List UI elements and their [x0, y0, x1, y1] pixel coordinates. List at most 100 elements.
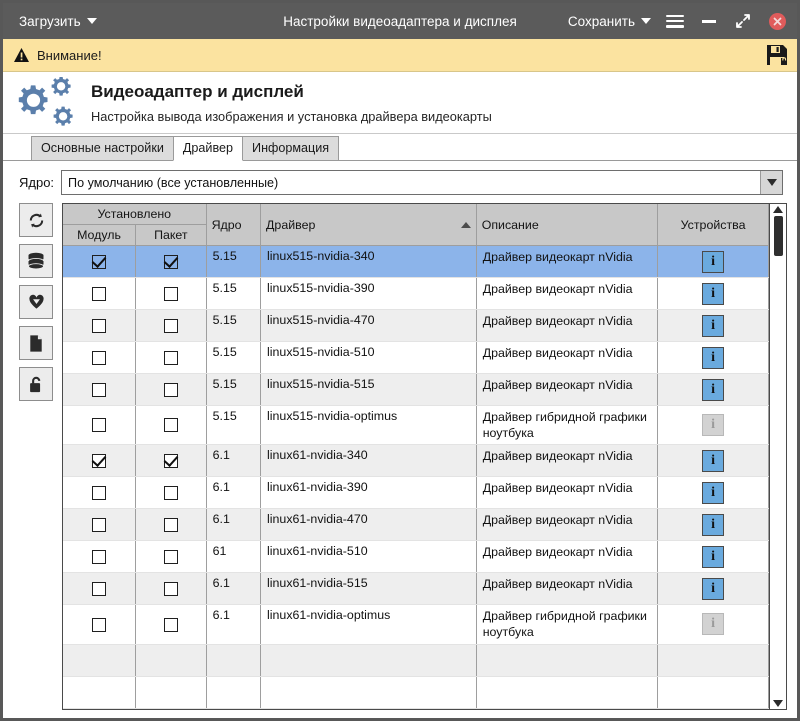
checkbox-unchecked[interactable] — [163, 617, 178, 632]
cell-module[interactable] — [63, 245, 137, 278]
cell-devices[interactable]: i — [657, 476, 769, 510]
checkbox-unchecked[interactable] — [92, 486, 107, 501]
tab-driver[interactable]: Драйвер — [172, 136, 244, 161]
table-row[interactable]: 61 linux61-nvidia-510 Драйвер видеокарт nV… — [63, 540, 769, 574]
checkbox-unchecked[interactable] — [92, 286, 107, 301]
table-row[interactable]: 6.1 linux61-nvidia-515 Драйвер видеокарт n… — [63, 572, 769, 606]
minimize-button[interactable] — [699, 11, 719, 31]
cell-package[interactable] — [135, 540, 207, 574]
tab-information[interactable]: Информация — [242, 136, 340, 161]
table-row[interactable]: 5.15 linux515-nvidia-optimus Драйвер гибри… — [63, 405, 769, 446]
checkbox-unchecked[interactable] — [92, 382, 107, 397]
cell-module[interactable] — [63, 604, 137, 645]
maximize-button[interactable] — [733, 11, 753, 31]
cell-module[interactable] — [63, 405, 137, 446]
scroll-down-arrow-icon[interactable] — [773, 700, 783, 707]
table-row-empty[interactable] — [63, 644, 769, 677]
checkbox-unchecked[interactable] — [163, 318, 178, 333]
checkbox-unchecked[interactable] — [92, 582, 107, 597]
column-header-devices[interactable]: Устройства — [657, 204, 769, 246]
refresh-button[interactable] — [19, 203, 53, 237]
floppy-save-locked-icon[interactable] — [765, 43, 789, 67]
checkbox-unchecked[interactable] — [163, 518, 178, 533]
save-menu-button[interactable]: Сохранить — [568, 14, 651, 29]
cell-devices[interactable]: i — [657, 540, 769, 574]
scroll-thumb[interactable] — [773, 216, 783, 256]
column-header-module[interactable]: Модуль — [63, 224, 137, 246]
cell-devices[interactable]: i — [657, 245, 769, 278]
close-button[interactable] — [767, 11, 787, 31]
checkbox-checked[interactable] — [92, 254, 107, 269]
cell-package[interactable] — [135, 245, 207, 278]
cell-package[interactable] — [135, 508, 207, 542]
table-row[interactable]: 5.15 linux515-nvidia-470 Драйвер видеокарт… — [63, 309, 769, 342]
cell-devices[interactable]: i — [657, 508, 769, 542]
checkbox-unchecked[interactable] — [163, 286, 178, 301]
kernel-select[interactable]: По умолчанию (все установленные) — [61, 170, 783, 195]
cell-package[interactable] — [135, 341, 207, 374]
checkbox-unchecked[interactable] — [163, 350, 178, 365]
checkbox-checked[interactable] — [163, 454, 178, 469]
checkbox-unchecked[interactable] — [92, 350, 107, 365]
cell-package[interactable] — [135, 277, 207, 310]
table-row[interactable]: 5.15 linux515-nvidia-515 Драйвер видеокарт… — [63, 373, 769, 406]
checkbox-unchecked[interactable] — [163, 486, 178, 501]
device-info-button[interactable]: i — [702, 378, 725, 401]
table-row-empty[interactable] — [63, 708, 769, 709]
cell-devices[interactable]: i — [657, 604, 769, 645]
cell-devices[interactable]: i — [657, 572, 769, 606]
cell-devices[interactable]: i — [657, 309, 769, 342]
device-info-button[interactable]: i — [702, 449, 725, 472]
device-info-button[interactable]: i — [702, 545, 725, 568]
cell-package[interactable] — [135, 309, 207, 342]
checkbox-unchecked[interactable] — [163, 582, 178, 597]
table-row[interactable]: 6.1 linux61-nvidia-470 Драйвер видеокарт n… — [63, 508, 769, 542]
device-info-button[interactable]: i — [702, 282, 725, 305]
column-header-kernel[interactable]: Ядро — [206, 204, 262, 246]
cell-devices[interactable]: i — [657, 341, 769, 374]
cell-package[interactable] — [135, 444, 207, 478]
install-button[interactable] — [19, 285, 53, 319]
load-menu-button[interactable]: Загрузить — [19, 14, 97, 29]
column-header-description[interactable]: Описание — [476, 204, 659, 246]
cell-module[interactable] — [63, 540, 137, 574]
cell-module[interactable] — [63, 373, 137, 406]
cell-package[interactable] — [135, 572, 207, 606]
cell-package[interactable] — [135, 476, 207, 510]
cell-module[interactable] — [63, 476, 137, 510]
checkbox-unchecked[interactable] — [92, 550, 107, 565]
device-info-button[interactable]: i — [702, 346, 725, 369]
checkbox-unchecked[interactable] — [92, 318, 107, 333]
device-info-button[interactable]: i — [702, 577, 725, 600]
checkbox-checked[interactable] — [92, 454, 107, 469]
cell-devices[interactable]: i — [657, 405, 769, 446]
checkbox-unchecked[interactable] — [163, 550, 178, 565]
tab-basic-settings[interactable]: Основные настройки — [31, 136, 174, 161]
cell-package[interactable] — [135, 373, 207, 406]
table-row[interactable]: 6.1 linux61-nvidia-340 Драйвер видеокарт n… — [63, 444, 769, 478]
checkbox-unchecked[interactable] — [163, 382, 178, 397]
device-info-button[interactable]: i — [702, 314, 725, 337]
cell-devices[interactable]: i — [657, 444, 769, 478]
cell-package[interactable] — [135, 405, 207, 446]
table-row[interactable]: 6.1 linux61-nvidia-optimus Драйвер гибридн… — [63, 604, 769, 645]
cell-devices[interactable]: i — [657, 373, 769, 406]
device-info-button[interactable]: i — [702, 513, 725, 536]
table-row[interactable]: 6.1 linux61-nvidia-390 Драйвер видеокарт n… — [63, 476, 769, 510]
table-row[interactable]: 5.15 linux515-nvidia-510 Драйвер видеокарт… — [63, 341, 769, 374]
checkbox-unchecked[interactable] — [92, 617, 107, 632]
cell-devices[interactable]: i — [657, 277, 769, 310]
kernel-select-arrow[interactable] — [760, 171, 782, 194]
cell-module[interactable] — [63, 444, 137, 478]
cell-module[interactable] — [63, 572, 137, 606]
table-row-empty[interactable] — [63, 676, 769, 709]
cell-module[interactable] — [63, 508, 137, 542]
cell-module[interactable] — [63, 309, 137, 342]
checkbox-unchecked[interactable] — [92, 518, 107, 533]
column-header-driver[interactable]: Драйвер — [260, 204, 477, 246]
device-info-button[interactable]: i — [702, 481, 725, 504]
scroll-up-arrow-icon[interactable] — [773, 206, 783, 213]
database-button[interactable] — [19, 244, 53, 278]
cell-module[interactable] — [63, 277, 137, 310]
column-header-package[interactable]: Пакет — [135, 224, 207, 246]
